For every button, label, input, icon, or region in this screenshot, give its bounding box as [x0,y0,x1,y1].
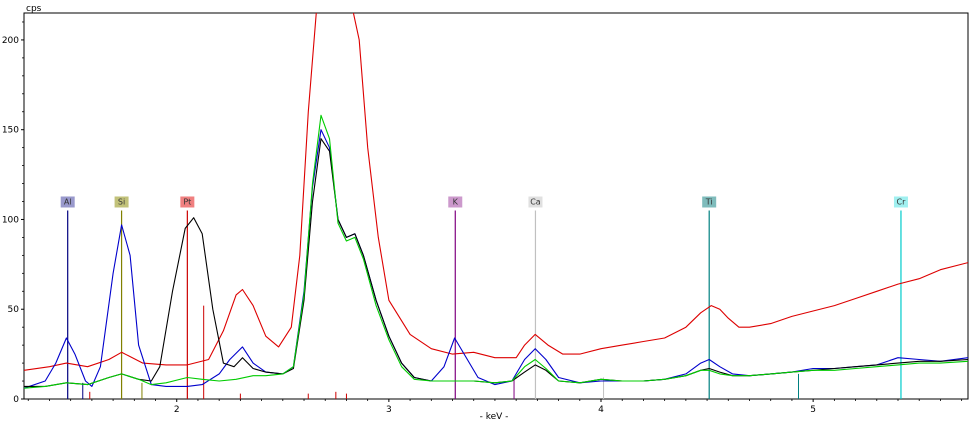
y-tick-label: 50 [8,305,20,315]
element-labels: Al Si Pt K Ca Ti Cr [60,196,908,208]
y-tick-label: 200 [2,36,19,46]
element-tag-pt: Pt [180,196,195,208]
element-tag-box [528,196,543,208]
element-tag-al: Al [60,196,75,208]
element-tag-box [180,196,195,208]
element-tag-ca: Ca [528,196,543,208]
element-tag-k: K [448,196,463,208]
x-tick-label: 2 [174,405,180,415]
marker-al [67,210,84,399]
element-tag-label: Si [118,197,125,206]
axes: 0 50 100 150 200 2 3 4 5 [2,21,963,415]
plot-frame [23,12,969,400]
marker-ti [708,210,800,399]
element-tag-label: Cr [897,197,907,206]
marker-si [120,210,143,399]
series-line-1 [24,13,968,371]
x-tick-label: 4 [598,405,604,415]
series-line-4 [24,114,968,389]
y-axis-label: cps [26,4,42,14]
element-tag-box [893,196,908,208]
y-tick-label: 150 [2,126,19,136]
spectrum-series [24,13,968,389]
x-tick-label: 5 [810,405,816,415]
element-tag-label: Pt [183,197,191,206]
x-axis-label: - keV - [480,412,509,422]
x-tick-label: 3 [386,405,392,415]
element-tag-box [702,196,717,208]
element-tag-box [448,196,463,208]
element-tag-box [114,196,129,208]
y-tick-label: 100 [2,215,19,225]
element-tag-label: Ca [530,197,541,206]
y-tick-label: 0 [13,395,19,405]
element-tag-ti: Ti [702,196,717,208]
element-tag-cr: Cr [893,196,908,208]
element-tag-label: Ti [705,197,713,206]
element-tag-label: K [453,197,459,206]
marker-k [454,210,515,399]
element-tag-si: Si [114,196,129,208]
element-tag-label: Al [64,197,72,206]
element-tag-box [60,196,75,208]
marker-cr [900,210,902,399]
